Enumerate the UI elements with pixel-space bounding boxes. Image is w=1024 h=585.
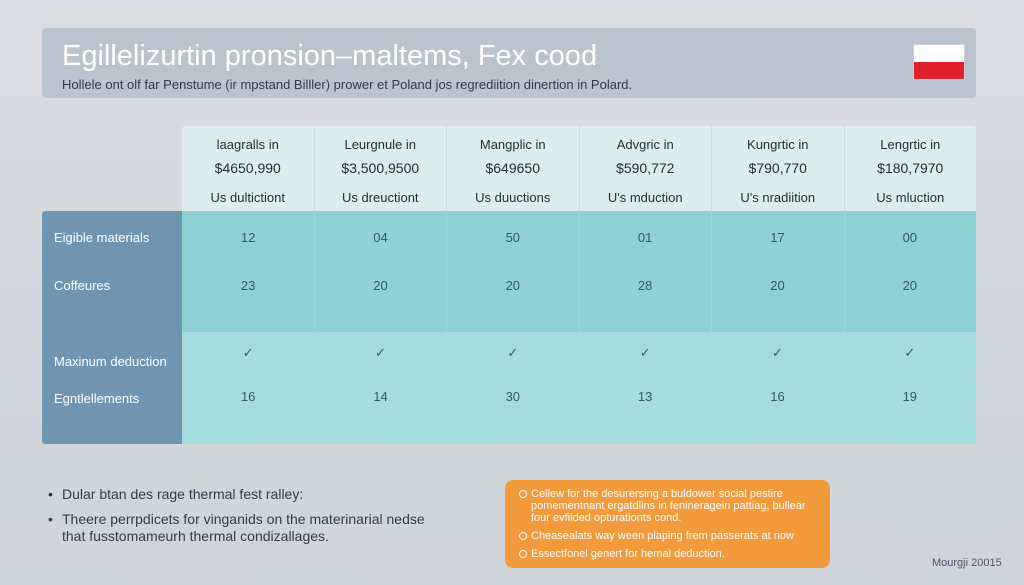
- table-body: 12 04 50 01 17 00 23 20 20 28 20 20 ✓ ✓ …: [182, 211, 976, 444]
- check-icon: ✓: [507, 345, 519, 360]
- column-note: Us dreuctiont: [341, 190, 419, 205]
- column-name: Kungrtic in: [747, 137, 809, 152]
- table-cell: 20: [770, 278, 785, 293]
- table-cell: 01: [637, 230, 653, 245]
- column-name: laagralls in: [216, 137, 279, 152]
- table-cell: 13: [637, 389, 653, 404]
- list-item: • Dular btan des rage thermal fest ralle…: [48, 486, 448, 503]
- table-row: 16 14 30 13 16 19: [182, 389, 976, 404]
- table-header-row: laagralls in $4650,990 Us dultictiont Le…: [182, 126, 976, 211]
- table-row: 12 04 50 01 17 00: [182, 230, 976, 245]
- column-amount: $4650,990: [214, 160, 281, 176]
- table-cell: 50: [505, 230, 521, 245]
- column-header: Kungrtic in $790,770 U's nradiition: [712, 126, 845, 211]
- callout-text: Cellew for the desurersing a buldower so…: [531, 488, 806, 524]
- poland-flag-icon: [913, 44, 965, 80]
- callout-text: Essectfonel genert for hemal deduction.: [531, 548, 725, 560]
- table-cell: 19: [902, 389, 918, 404]
- column-header: laagralls in $4650,990 Us dultictiont: [182, 126, 315, 211]
- footer-credit: Mourgji 20015: [932, 557, 1002, 569]
- bullet-icon: •: [48, 486, 53, 502]
- notes-list: • Dular btan des rage thermal fest ralle…: [48, 486, 448, 553]
- column-note: Us dultictiont: [210, 190, 285, 205]
- column-amount: $790,770: [748, 160, 807, 176]
- column-name: Leurgnule in: [344, 137, 417, 152]
- table-cell: 20: [902, 278, 918, 293]
- column-note: Us mluction: [876, 190, 945, 205]
- row-label-column: Eigible materials Coffeures Maxinum dedu…: [42, 211, 182, 444]
- table-cell: 28: [637, 278, 653, 293]
- table-cell: 30: [505, 389, 521, 404]
- list-item: Essectfonel genert for hemal deduction.: [519, 548, 824, 560]
- callout-text: Cheasealats way ween plaping frem passer…: [531, 530, 794, 542]
- column-amount: $3,500,9500: [341, 160, 420, 176]
- page-title: Egillelizurtin pronsion–maltems, Fex coo…: [62, 40, 598, 72]
- column-header: Lengrtic in $180,7970 Us mluction: [845, 126, 977, 211]
- column-header: Advgric in $590,772 U's mduction: [580, 126, 712, 211]
- table-row: ✓ ✓ ✓ ✓ ✓ ✓: [182, 345, 976, 361]
- check-icon: ✓: [375, 345, 386, 360]
- table-cell: 20: [505, 278, 521, 293]
- page-subtitle: Hollele ont olf far Penstume (ir mpstand…: [62, 77, 633, 92]
- column-header: Mangplic in $649650 Us duuctions: [447, 126, 580, 211]
- header-banner: Egillelizurtin pronsion–maltems, Fex coo…: [42, 28, 976, 98]
- row-label: Eigible materials: [54, 230, 150, 245]
- bullet-icon: [519, 550, 527, 558]
- table-cell: 20: [373, 278, 388, 293]
- column-amount: $590,772: [616, 160, 675, 176]
- bullet-icon: [519, 490, 527, 498]
- table-cell: 04: [373, 230, 388, 245]
- list-item: Cheasealats way ween plaping frem passer…: [519, 530, 824, 542]
- column-name: Lengrtic in: [880, 137, 941, 152]
- column-note: Us duuctions: [475, 190, 551, 205]
- check-icon: ✓: [904, 345, 916, 360]
- note-text: Theere perrpdicets for vinganids on the …: [62, 511, 425, 544]
- row-label: Coffeures: [54, 278, 111, 293]
- list-item: Cellew for the desurersing a buldower so…: [519, 488, 824, 524]
- check-icon: ✓: [772, 345, 783, 360]
- row-label: Maxinum deduction: [54, 354, 167, 369]
- column-amount: $649650: [485, 160, 540, 176]
- table-cell: 16: [770, 389, 785, 404]
- check-icon: ✓: [242, 345, 254, 360]
- column-header: Leurgnule in $3,500,9500 Us dreuctiont: [315, 126, 447, 211]
- table-cell: 16: [240, 389, 256, 404]
- column-note: U's mduction: [607, 190, 683, 205]
- bullet-icon: [519, 532, 527, 540]
- note-text: Dular btan des rage thermal fest ralley:: [62, 486, 304, 502]
- deduction-table: laagralls in $4650,990 Us dultictiont Le…: [42, 126, 976, 444]
- table-cell: 23: [240, 278, 256, 293]
- table-row: 23 20 20 28 20 20: [182, 278, 976, 293]
- table-cell: 00: [902, 230, 918, 245]
- column-name: Advgric in: [616, 137, 674, 152]
- callout-box: Cellew for the desurersing a buldower so…: [505, 480, 830, 568]
- bullet-icon: •: [48, 511, 53, 527]
- column-amount: $180,7970: [877, 160, 944, 176]
- column-name: Mangplic in: [479, 137, 546, 152]
- column-note: U's nradiition: [740, 190, 816, 205]
- list-item: • Theere perrpdicets for vinganids on th…: [48, 511, 448, 545]
- table-cell: 12: [240, 230, 256, 245]
- table-cell: 14: [373, 389, 388, 404]
- row-label: Egntlellements: [54, 391, 140, 406]
- table-cell: 17: [770, 230, 785, 245]
- check-icon: ✓: [639, 345, 651, 360]
